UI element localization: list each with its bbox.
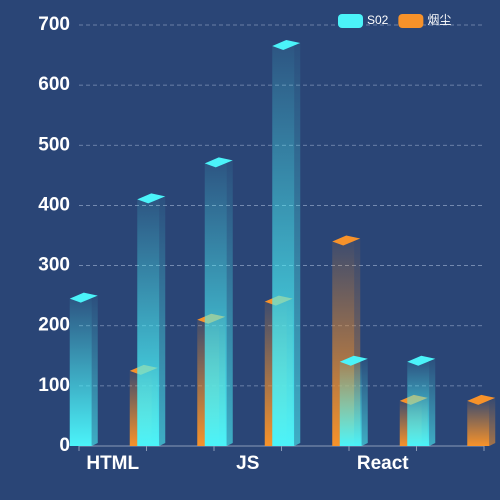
x-tick-label: React [357, 453, 409, 474]
legend-label: S02 [367, 13, 389, 27]
y-tick-label: 600 [38, 74, 70, 95]
bar-side [361, 358, 368, 446]
bar-top [137, 193, 166, 204]
y-tick-label: 300 [38, 255, 70, 276]
bar [339, 361, 362, 446]
bar-top [69, 292, 98, 303]
bar [467, 400, 490, 446]
y-tick-label: 400 [38, 194, 70, 215]
bar-top [339, 355, 368, 366]
legend-swatch [398, 14, 424, 28]
bar [272, 46, 295, 447]
bar-side [91, 295, 98, 446]
bar [69, 298, 92, 446]
x-tick-label: JS [236, 453, 259, 474]
bar-side [159, 196, 166, 446]
bar-side [226, 160, 233, 447]
y-tick-label: 500 [38, 134, 70, 155]
x-tick-label: HTML [86, 453, 139, 474]
legend-label: 烟尘 [427, 13, 451, 27]
y-tick-label: 200 [38, 315, 70, 336]
bar-side [429, 358, 436, 446]
bar-top [332, 235, 361, 246]
legend-swatch [338, 14, 363, 28]
bar-top [272, 40, 301, 51]
y-tick-label: 700 [38, 14, 70, 35]
bar-side [489, 397, 496, 446]
y-tick-label: 0 [59, 435, 70, 456]
bar [137, 199, 160, 446]
bar [407, 361, 430, 446]
bar-top [204, 157, 233, 168]
y-tick-label: 100 [38, 375, 70, 396]
bar-top [467, 394, 496, 405]
bar-top [407, 355, 436, 366]
bar [204, 163, 227, 447]
bar-side [294, 43, 301, 447]
